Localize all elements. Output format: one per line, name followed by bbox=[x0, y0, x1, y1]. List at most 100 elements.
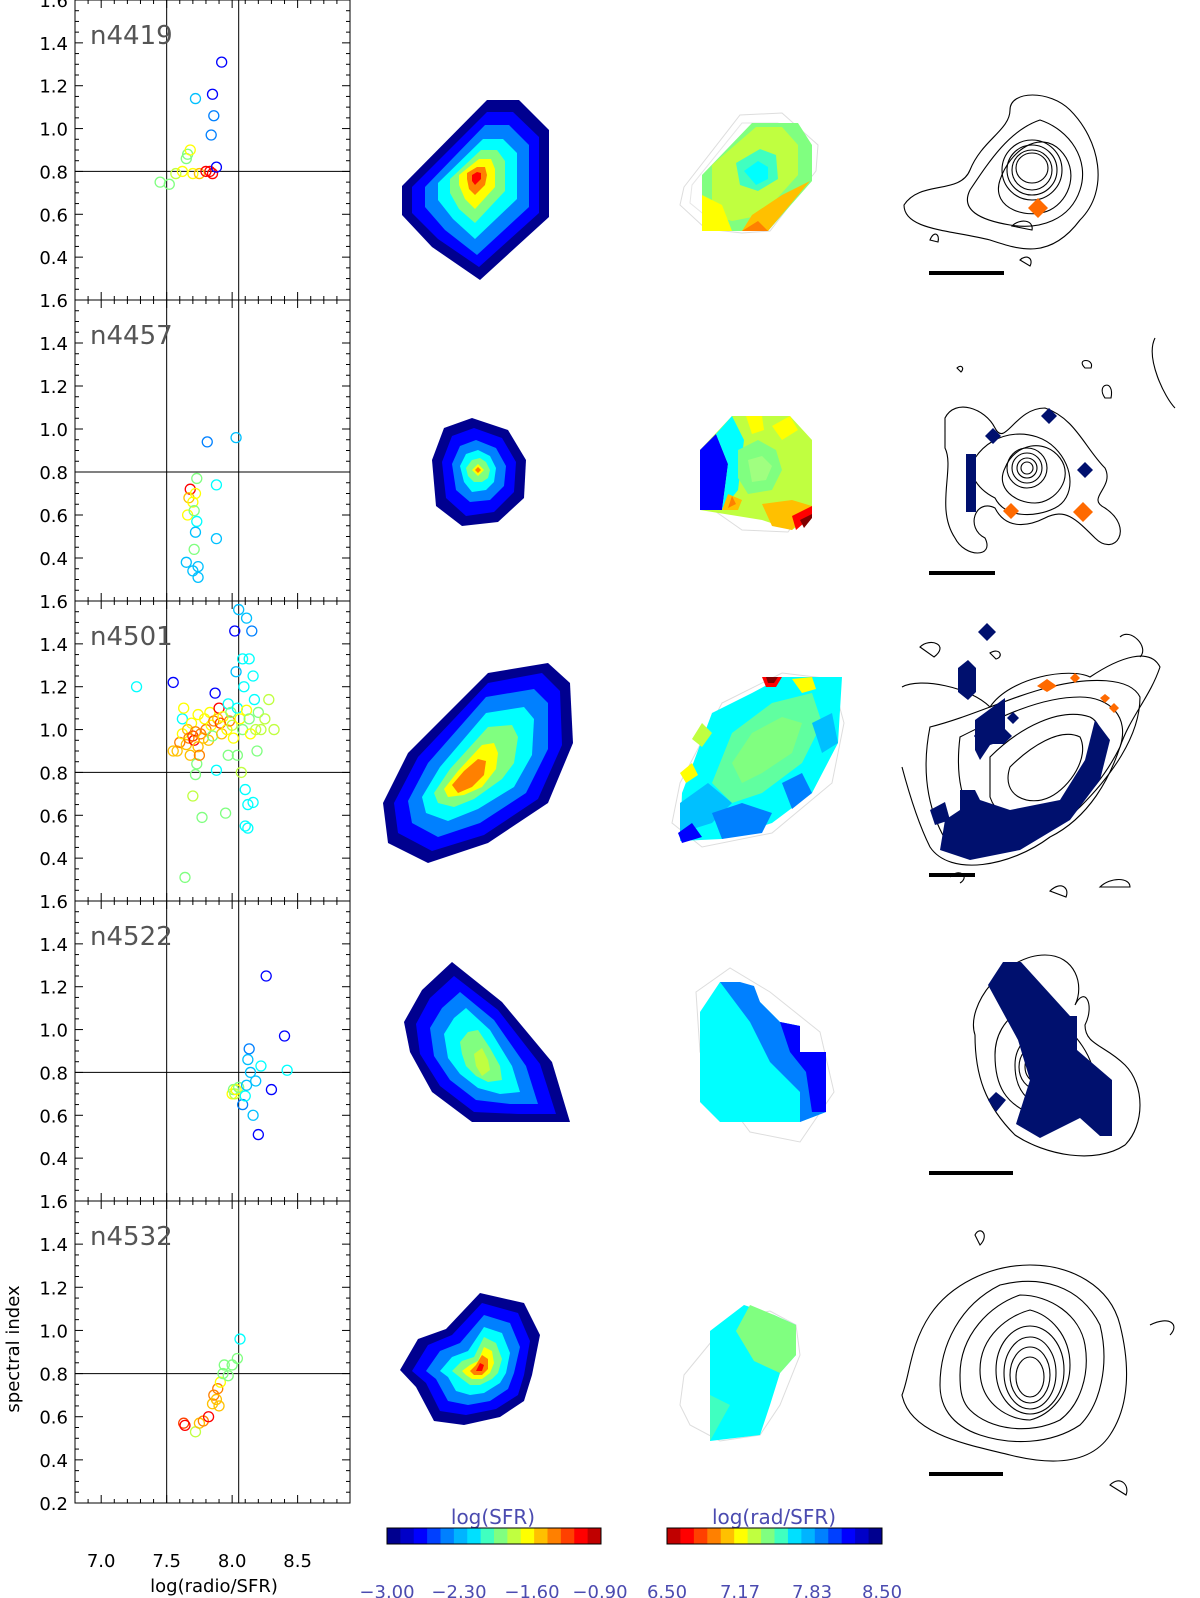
data-point bbox=[191, 515, 203, 528]
scatter-panel-n4419: 0.4 0.6 0.8 1.0 1.2 1.4 1.6 n4419 bbox=[39, 0, 351, 301]
data-point bbox=[281, 1064, 293, 1076]
y-tick-label: 0.2 bbox=[39, 1494, 68, 1515]
data-point bbox=[236, 653, 249, 665]
data-point bbox=[201, 436, 213, 448]
x-tick-label: 7.5 bbox=[152, 1551, 181, 1572]
y-tick-label: 1.4 bbox=[39, 1235, 68, 1256]
data-point bbox=[259, 713, 271, 725]
data-point bbox=[263, 693, 275, 706]
data-point bbox=[251, 745, 263, 757]
y-tick-label: 1.0 bbox=[39, 1021, 68, 1042]
data-point bbox=[247, 1109, 259, 1121]
data-point bbox=[240, 612, 253, 624]
y-tick-label: 1.2 bbox=[39, 978, 68, 999]
data-point bbox=[229, 625, 241, 637]
colorbar-swatch bbox=[587, 1528, 602, 1544]
y-tick-label: 0.6 bbox=[39, 1408, 68, 1429]
colorbar-swatch bbox=[761, 1528, 775, 1544]
y-tick-label: 0.8 bbox=[39, 1063, 68, 1084]
data-point bbox=[239, 783, 251, 796]
data-point bbox=[230, 431, 242, 444]
data-point bbox=[235, 766, 247, 779]
data-point bbox=[189, 768, 202, 781]
y-axis-title: spectral index bbox=[3, 1285, 24, 1413]
ratio-map-n4419 bbox=[679, 112, 819, 234]
colorbar-frame bbox=[666, 1527, 883, 1545]
data-point bbox=[238, 681, 250, 693]
colorbar-swatch bbox=[480, 1528, 495, 1544]
data-point bbox=[184, 749, 196, 761]
data-point bbox=[154, 176, 166, 188]
data-point bbox=[163, 178, 175, 190]
y-tick-label: 0.6 bbox=[39, 1106, 68, 1127]
data-point bbox=[248, 693, 261, 706]
y-tick-label: 0.4 bbox=[39, 248, 68, 269]
y-tick-label: 1.0 bbox=[39, 420, 68, 441]
data-point bbox=[222, 749, 234, 761]
data-point bbox=[210, 533, 223, 545]
colorbar-ratio: log(rad/SFR) 6.50 7.17 7.83 8.50 bbox=[647, 1505, 902, 1598]
x-axis-title: log(radio/SFR) bbox=[150, 1576, 278, 1597]
sfr-map-n4522 bbox=[404, 962, 570, 1122]
scatter-panel-n4532: 0.2 0.4 0.6 0.8 1.0 1.2 1.4 1.6 n4532 bbox=[39, 1192, 351, 1515]
data-point bbox=[244, 1066, 257, 1079]
colorbar-sfr-tick: −3.00 bbox=[359, 1582, 414, 1598]
contour-markers bbox=[930, 198, 1119, 1138]
colorbar-ratio-tick: 7.17 bbox=[720, 1582, 760, 1598]
data-point bbox=[265, 1083, 278, 1096]
data-point bbox=[250, 723, 262, 736]
data-point bbox=[247, 796, 259, 809]
data-point bbox=[200, 165, 212, 178]
colorbar-swatch bbox=[534, 1528, 548, 1544]
panel-title: n4419 bbox=[90, 21, 173, 51]
colorbar-swatch bbox=[547, 1528, 562, 1544]
data-point bbox=[196, 811, 208, 824]
data-point bbox=[226, 719, 238, 731]
colorbar-swatch bbox=[828, 1528, 843, 1544]
y-tick-label: 1.6 bbox=[39, 0, 68, 12]
data-point bbox=[222, 1370, 234, 1382]
data-point bbox=[234, 1333, 246, 1345]
colorbar-swatch bbox=[868, 1528, 883, 1544]
data-point bbox=[191, 472, 203, 485]
data-point bbox=[178, 702, 190, 714]
colorbar-swatch bbox=[747, 1528, 762, 1544]
data-point bbox=[216, 56, 228, 68]
y-tick-label: 1.4 bbox=[39, 334, 68, 355]
data-point bbox=[188, 505, 200, 517]
sfr-maps bbox=[383, 100, 573, 1425]
panel-title: n4532 bbox=[90, 1222, 173, 1252]
data-point bbox=[209, 687, 221, 699]
contour-map-n4457 bbox=[944, 337, 1176, 554]
colorbar-swatch bbox=[707, 1528, 722, 1544]
data-point bbox=[180, 556, 192, 568]
data-point bbox=[193, 749, 206, 761]
data-point bbox=[227, 732, 240, 744]
colorbar-sfr: log(SFR) −3.00 −2.30 −1.60 −0.90 bbox=[359, 1505, 627, 1598]
data-point bbox=[176, 713, 189, 725]
colorbar-swatch bbox=[787, 1528, 802, 1544]
data-point bbox=[130, 681, 143, 693]
colorbar-swatch bbox=[841, 1528, 856, 1544]
colorbar-sfr-title: log(SFR) bbox=[451, 1505, 535, 1529]
y-tick-label: 1.4 bbox=[39, 635, 68, 656]
y-tick-label: 1.6 bbox=[39, 291, 68, 312]
colorbar-swatch bbox=[574, 1528, 589, 1544]
data-point bbox=[243, 653, 255, 665]
data-point bbox=[187, 167, 199, 180]
colorbar-swatch bbox=[801, 1528, 816, 1544]
colorbar-ratio-tick: 6.50 bbox=[647, 1582, 687, 1598]
data-point bbox=[234, 713, 246, 725]
data-point bbox=[218, 1359, 230, 1371]
colorbar-swatch bbox=[814, 1528, 829, 1544]
y-tick-label: 1.6 bbox=[39, 592, 68, 613]
data-point bbox=[179, 1419, 191, 1431]
ratio-map-n4501 bbox=[671, 672, 845, 848]
data-point bbox=[189, 92, 202, 105]
colorbar-swatch bbox=[774, 1528, 789, 1544]
colorbar-swatch bbox=[387, 1528, 401, 1544]
y-tick-label: 1.2 bbox=[39, 77, 68, 98]
scatter-panel-n4522: 0.4 0.6 0.8 1.0 1.2 1.4 1.6 n4522 bbox=[39, 892, 351, 1202]
colorbar-ratio-title: log(rad/SFR) bbox=[712, 1505, 836, 1529]
